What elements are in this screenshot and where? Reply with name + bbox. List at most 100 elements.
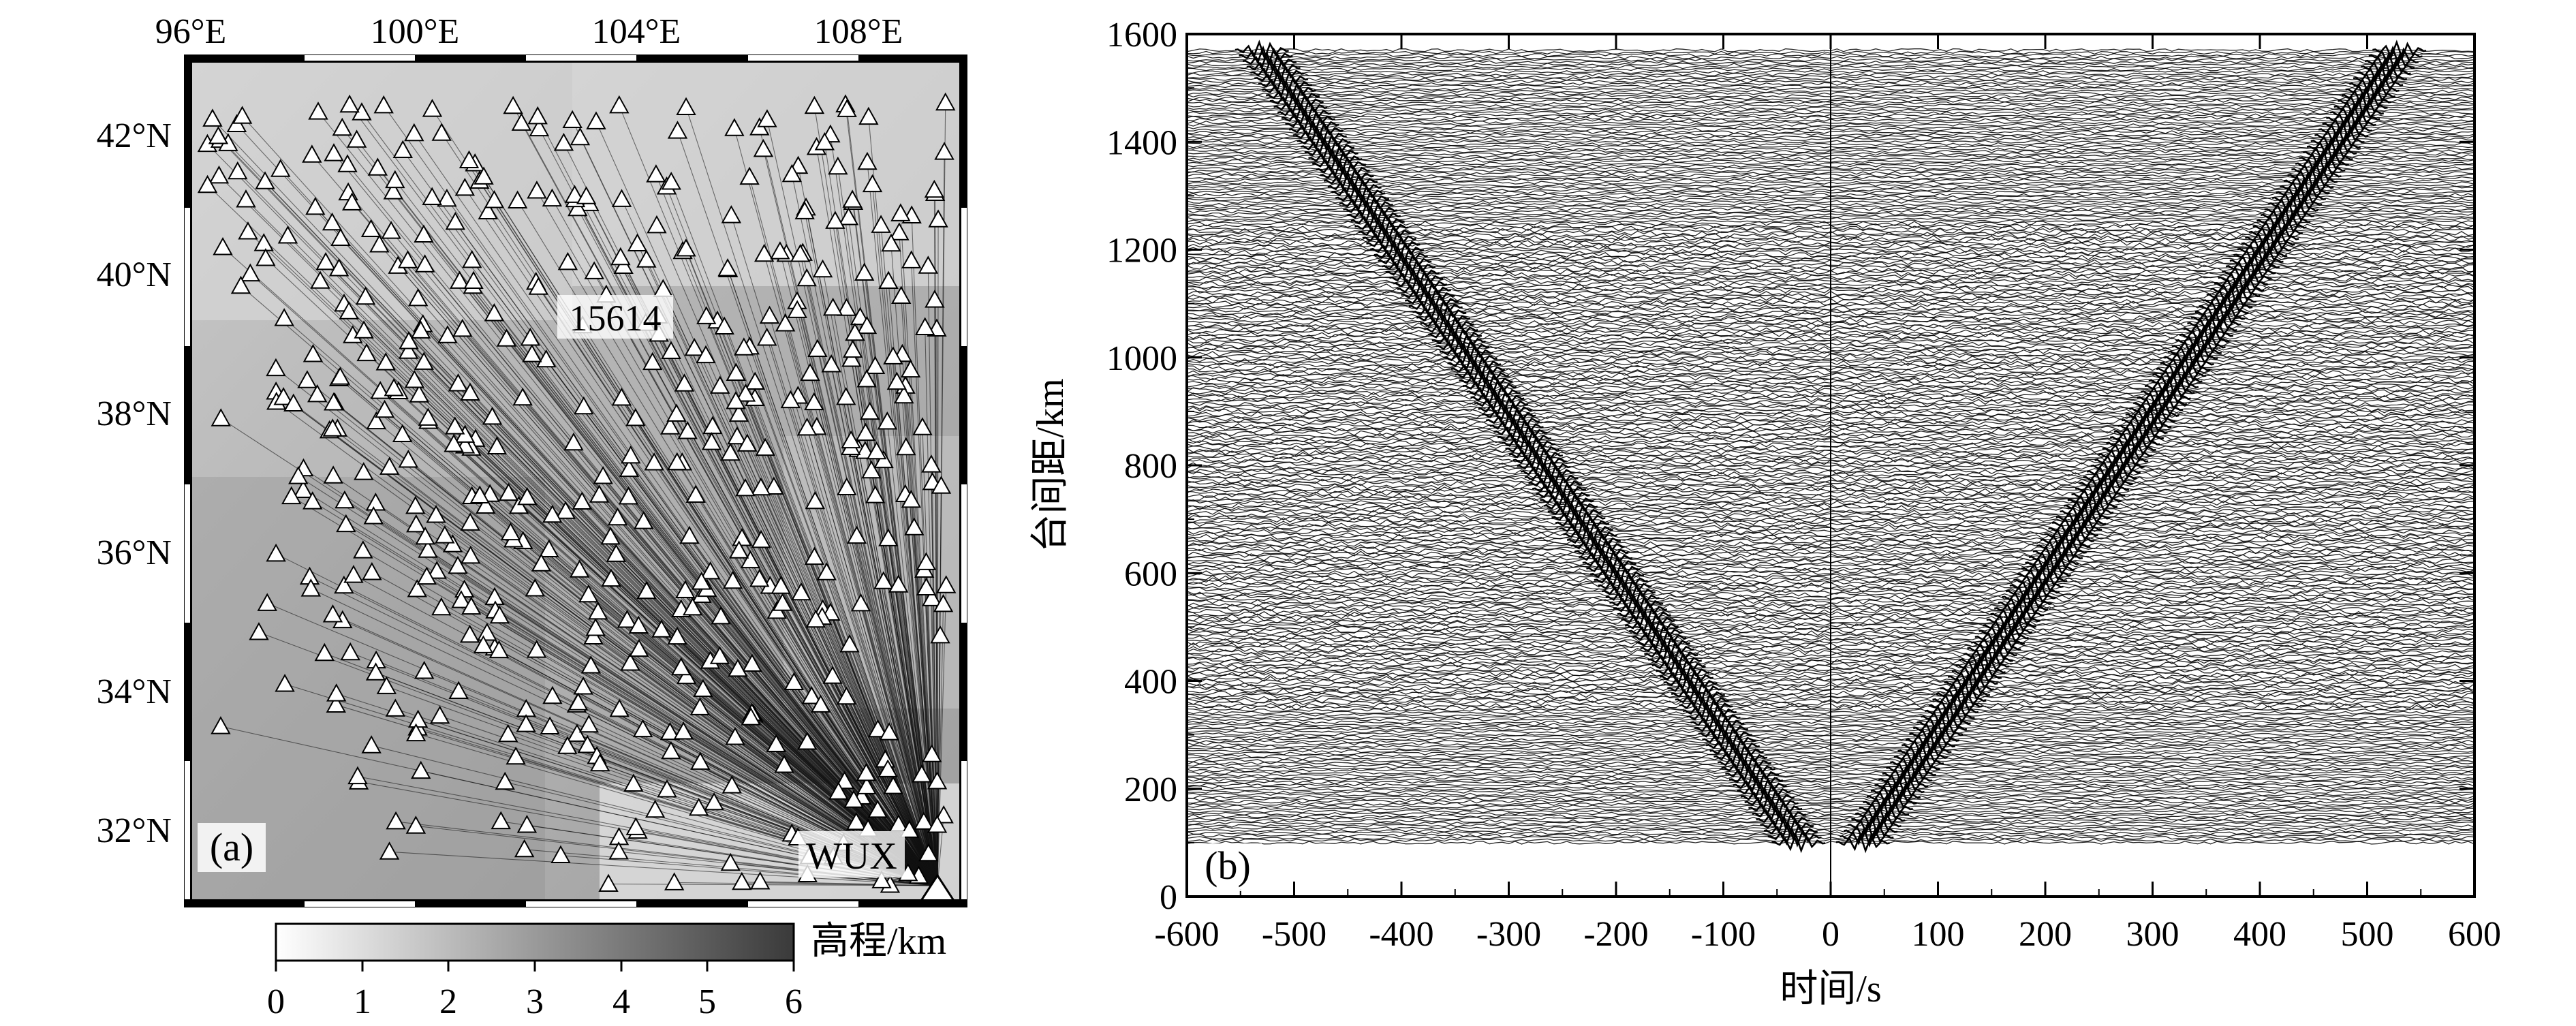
station-path <box>809 373 938 886</box>
moveout-wavelet <box>2006 581 2060 603</box>
panel-a-map: WUX 15614 96°E 100°E 104°E 108°E <box>97 12 967 907</box>
station-marker <box>878 759 898 777</box>
colorbar-tick: 4 <box>612 982 630 1021</box>
moveout-wavelet <box>2160 353 2214 375</box>
station-marker <box>410 320 431 339</box>
station-marker <box>322 212 343 231</box>
station-path <box>893 356 938 886</box>
station-marker <box>732 871 752 890</box>
station-marker <box>463 270 484 290</box>
station-path <box>766 337 938 886</box>
moveout-wavelet <box>2291 159 2346 181</box>
station-marker <box>354 462 374 480</box>
station-marker <box>689 697 711 715</box>
panel-a-label-box <box>198 823 266 872</box>
station-marker <box>610 247 631 266</box>
station-marker <box>542 685 563 704</box>
station-marker <box>878 270 899 289</box>
station-path <box>681 462 938 886</box>
station-marker <box>240 263 261 282</box>
station-marker <box>888 574 909 593</box>
station-marker <box>645 799 666 818</box>
moveout-wavelet <box>2345 79 2400 101</box>
moveout-wavelet <box>1909 724 1964 745</box>
moveout-wavelet <box>2280 176 2334 198</box>
station-marker <box>842 339 863 358</box>
station-path <box>441 133 938 886</box>
station-marker <box>598 873 619 892</box>
station-marker <box>755 437 775 456</box>
station-marker <box>921 454 942 473</box>
station-path <box>293 403 938 886</box>
station-path <box>900 213 938 886</box>
station-marker <box>661 341 681 359</box>
station-marker <box>780 390 801 409</box>
station-marker <box>608 841 629 860</box>
station-marker <box>580 655 602 674</box>
station-path <box>414 133 938 886</box>
station-marker <box>925 290 945 308</box>
station-marker <box>531 553 552 572</box>
station-marker <box>783 672 805 691</box>
station-marker <box>405 723 426 742</box>
station-marker <box>208 126 229 144</box>
moveout-wavelet <box>2098 444 2153 466</box>
moveout-wavelet <box>1870 781 1925 802</box>
moveout-wavelet <box>2206 285 2261 306</box>
station-path <box>340 238 938 886</box>
y-tick-label: 800 <box>1124 447 1177 486</box>
moveout-wavelet <box>2218 267 2272 289</box>
station-marker <box>728 540 749 559</box>
station-marker <box>676 238 696 257</box>
moveout-wavelet <box>2318 119 2373 141</box>
colorbar-tick: 6 <box>785 982 803 1021</box>
station-marker <box>749 871 771 890</box>
lat-ticks: 42°N 40°N 38°N 36°N 34°N 32°N <box>97 116 172 850</box>
colorbar-tick: 3 <box>526 982 544 1021</box>
station-marker <box>585 617 606 636</box>
station-label-box <box>557 295 673 339</box>
station-marker <box>514 839 535 858</box>
station-marker <box>846 525 867 544</box>
moveout-wavelet <box>2326 108 2380 129</box>
station-marker <box>728 658 748 677</box>
station-marker <box>660 416 681 435</box>
station-path <box>845 397 938 886</box>
station-marker <box>555 501 576 519</box>
station-marker <box>522 344 542 362</box>
station-marker <box>381 221 401 239</box>
station-marker <box>460 512 480 531</box>
station-marker <box>473 635 494 653</box>
station-marker <box>647 215 667 234</box>
station-marker <box>696 306 717 324</box>
station-marker <box>406 514 426 533</box>
station-marker <box>228 161 248 180</box>
station-marker <box>459 624 480 643</box>
station-marker <box>527 106 548 125</box>
panel-b-label-box <box>1194 843 1262 891</box>
station-path <box>749 176 938 886</box>
station-marker <box>572 491 592 510</box>
station-marker <box>578 584 599 603</box>
station-marker <box>281 486 302 505</box>
station-marker <box>770 241 790 260</box>
station-marker <box>405 815 426 834</box>
station-marker <box>415 526 435 545</box>
station-marker <box>720 442 741 461</box>
station-marker <box>886 371 907 390</box>
colorbar-tick: 2 <box>439 982 457 1021</box>
y-tick-label: 400 <box>1124 663 1177 702</box>
station-marker <box>461 596 482 615</box>
moveout-wavelet <box>1921 706 1975 728</box>
station-marker <box>379 841 400 860</box>
station-marker <box>854 262 875 281</box>
moveout-wavelet <box>1835 832 1890 854</box>
station-marker <box>528 277 548 295</box>
station-marker <box>536 349 557 368</box>
station-marker <box>739 166 760 185</box>
station-marker <box>476 495 496 514</box>
station-marker <box>796 417 818 436</box>
station-marker <box>688 797 709 816</box>
station-marker <box>693 679 713 698</box>
station-marker <box>781 164 803 183</box>
